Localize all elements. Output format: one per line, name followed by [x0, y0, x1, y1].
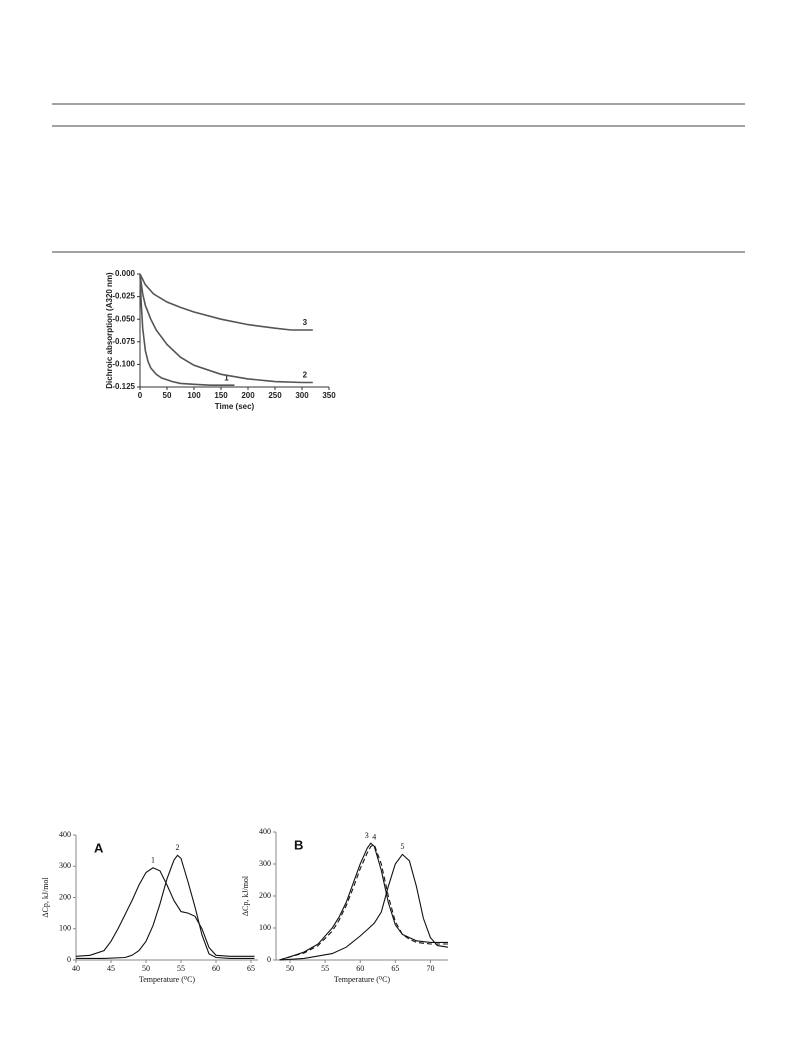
chart-panel: 0 100 200 300 400 50 55 60 65 70 Temperature (⁰C) Δ…: [241, 827, 449, 984]
y-tick-label: 0: [67, 955, 71, 964]
series-label: 1: [151, 856, 155, 865]
series-label: 2: [176, 843, 180, 852]
y-tick-label: -0.075: [112, 337, 135, 346]
panel-label: B: [294, 837, 303, 852]
data-line: [279, 844, 448, 961]
x-tick-label: 350: [322, 391, 336, 400]
x-tick-label: 70: [426, 964, 434, 973]
data-line: [279, 853, 449, 961]
x-tick-label: 65: [391, 964, 399, 973]
x-tick-label: 45: [107, 964, 115, 973]
y-axis-label: ΔCp, kJ/mol: [41, 877, 50, 918]
y-tick-label: 0.000: [115, 269, 136, 278]
x-tick-label: 65: [247, 964, 255, 973]
series-label: 5: [400, 842, 404, 851]
y-tick-label: 300: [59, 861, 71, 870]
y-tick-label: 200: [59, 892, 71, 901]
panel-label: A: [94, 840, 104, 855]
y-tick-label: 100: [59, 924, 71, 933]
data-line: [75, 867, 255, 957]
x-axis-label: Time (sec): [215, 402, 255, 411]
x-tick-label: 40: [72, 964, 80, 973]
x-tick-label: 200: [241, 391, 255, 400]
series-label: 2: [303, 371, 308, 380]
series-label: 1: [224, 373, 229, 382]
x-tick-label: 60: [212, 964, 220, 973]
y-tick-label: 200: [259, 891, 271, 900]
x-tick-label: 250: [268, 391, 282, 400]
data-line: [76, 854, 255, 959]
data-line: [279, 842, 448, 961]
y-tick-label: 300: [259, 859, 271, 868]
data-line: [139, 273, 313, 384]
data-line: [139, 273, 313, 331]
y-tick-label: 400: [259, 827, 271, 836]
y-tick-label: -0.100: [112, 360, 135, 369]
x-axis-label: Temperature (⁰C): [334, 975, 391, 984]
chart-panel: 0 100 200 300 400 40 45 50 55 60 65 Temperature (⁰C…: [41, 830, 258, 984]
x-tick-label: 60: [356, 964, 364, 973]
y-axis-label: ΔCp, kJ/mol: [241, 875, 250, 916]
x-tick-label: 300: [295, 391, 309, 400]
x-tick-label: 150: [214, 391, 228, 400]
y-tick-label: 400: [59, 830, 71, 839]
x-tick-label: 50: [163, 391, 172, 400]
x-tick-label: 50: [142, 964, 150, 973]
series-label: 4: [372, 833, 376, 842]
x-tick-label: 55: [177, 964, 185, 973]
series-label: 3: [303, 318, 308, 327]
x-tick-label: 55: [321, 964, 329, 973]
data-line: [139, 273, 235, 386]
x-tick-label: 50: [286, 964, 294, 973]
y-tick-label: -0.125: [112, 382, 135, 391]
series-label: 3: [365, 831, 369, 840]
x-tick-label: 100: [187, 391, 201, 400]
x-axis-label: Temperature (⁰C): [139, 975, 196, 984]
y-tick-label: 100: [259, 923, 271, 932]
y-axis-label: Dichroic absorption (A320 nm): [105, 272, 114, 389]
y-tick-label: 0: [267, 955, 271, 964]
y-tick-label: -0.050: [112, 314, 135, 323]
x-tick-label: 0: [138, 391, 143, 400]
y-tick-label: -0.025: [112, 292, 135, 301]
